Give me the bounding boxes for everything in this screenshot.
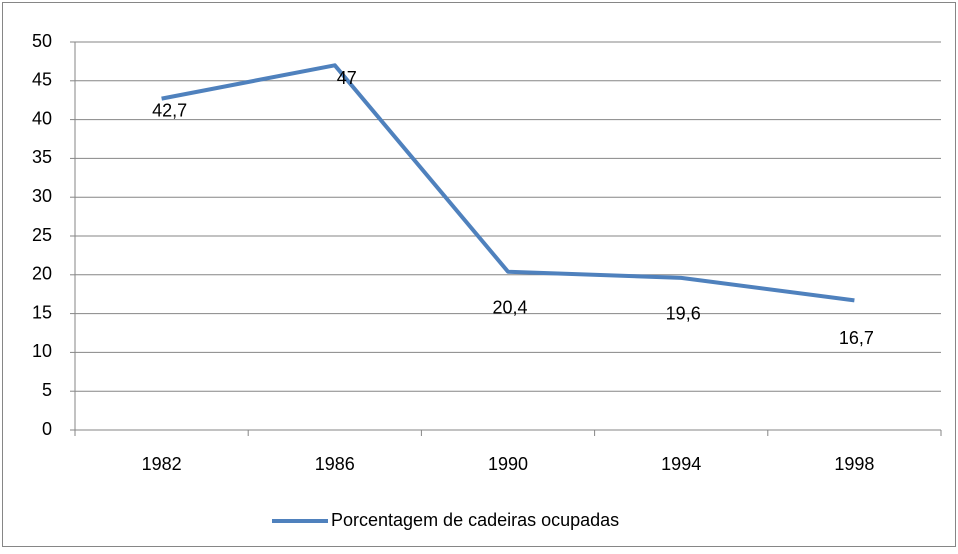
y-tick-label: 20 bbox=[32, 264, 52, 284]
x-tick-label: 1986 bbox=[315, 454, 355, 474]
line-series bbox=[161, 63, 855, 303]
y-tick-label: 5 bbox=[42, 380, 52, 400]
y-tick-label: 45 bbox=[32, 70, 52, 90]
x-tick-label: 1994 bbox=[661, 454, 701, 474]
x-tick-label: 1982 bbox=[142, 454, 182, 474]
data-label: 47 bbox=[337, 68, 357, 88]
legend-label: Porcentagem de cadeiras ocupadas bbox=[331, 510, 619, 530]
y-tick-label: 15 bbox=[32, 302, 52, 322]
y-tick-label: 25 bbox=[32, 225, 52, 245]
data-label: 20,4 bbox=[492, 297, 527, 317]
data-label: 19,6 bbox=[666, 304, 701, 324]
y-tick-label: 40 bbox=[32, 108, 52, 128]
y-tick-label: 0 bbox=[42, 419, 52, 439]
x-tick-label: 1998 bbox=[834, 454, 874, 474]
x-tick-label: 1990 bbox=[488, 454, 528, 474]
y-tick-label: 30 bbox=[32, 186, 52, 206]
y-tick-label: 50 bbox=[32, 31, 52, 51]
y-tick-label: 10 bbox=[32, 341, 52, 361]
data-label: 42,7 bbox=[152, 100, 187, 120]
data-label: 16,7 bbox=[839, 328, 874, 348]
y-tick-label: 35 bbox=[32, 147, 52, 167]
